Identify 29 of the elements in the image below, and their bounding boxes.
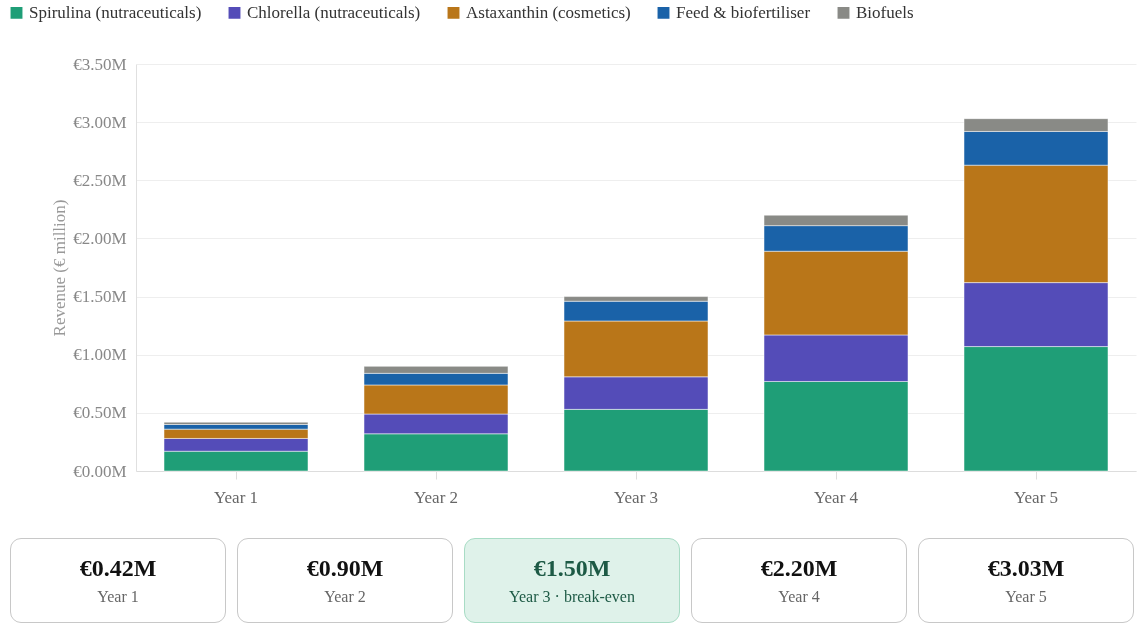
legend-label: Astaxanthin (cosmetics) (466, 2, 631, 22)
x-tick-label: Year 3 (613, 487, 659, 507)
text: €2.20M (759, 555, 839, 582)
legend-label: Chlorella (nutraceuticals) (247, 2, 421, 22)
text: €0.42M (78, 555, 158, 582)
text: Year 3 · break-even (508, 588, 636, 606)
x-tick-label: Year 1 (213, 487, 259, 507)
y-tick-label: €1.00M (73, 345, 127, 365)
text: €0.90M (305, 555, 385, 582)
text: Year 5 (1004, 588, 1048, 606)
y-tick-label: €0.50M (73, 403, 127, 423)
y-axis-title: Revenue (€ million) (50, 199, 70, 337)
text: Year 1 (96, 588, 140, 606)
y-tick-label: €3.50M (73, 54, 127, 74)
text: €3.03M (986, 555, 1066, 582)
text: Year 2 (323, 588, 367, 606)
legend-label: Feed & biofertiliser (676, 2, 811, 22)
y-tick-label: €0.00M (73, 461, 127, 481)
x-tick-label: Year 2 (413, 487, 459, 507)
legend-label: Spirulina (nutraceuticals) (29, 2, 202, 22)
x-tick-label: Year 5 (1013, 487, 1059, 507)
y-tick-label: €2.00M (73, 228, 127, 248)
y-tick-label: €3.00M (73, 112, 127, 132)
legend-label: Biofuels (856, 2, 914, 22)
text: Year 4 (777, 588, 821, 606)
y-tick-label: €2.50M (73, 170, 127, 190)
x-tick-label: Year 4 (813, 487, 859, 507)
y-tick-label: €1.50M (73, 287, 127, 307)
text: €1.50M (532, 555, 612, 582)
